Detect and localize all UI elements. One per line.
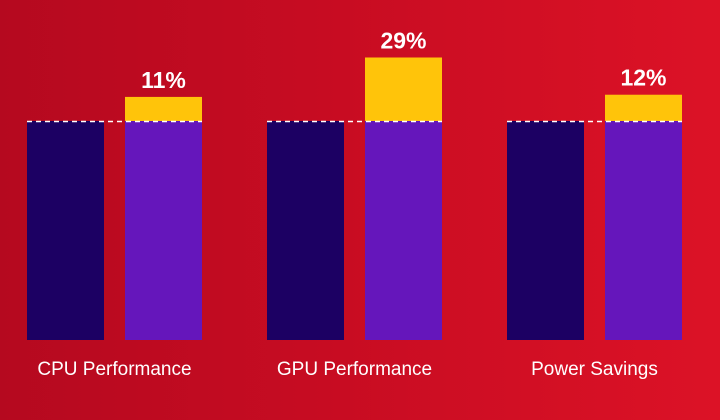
category-label-3: Power Savings bbox=[531, 359, 658, 380]
improved-bar-3 bbox=[605, 121, 682, 340]
labels-layer: 11% CPU Performance 29% GPU Performance 12% P… bbox=[37, 27, 666, 380]
increment-segment-2 bbox=[365, 57, 442, 121]
increase-label-2: 29% bbox=[380, 27, 426, 53]
baseline-bar-1 bbox=[27, 121, 104, 340]
category-label-1: CPU Performance bbox=[37, 359, 191, 380]
increase-label-1: 11% bbox=[141, 67, 186, 93]
increment-segment-1 bbox=[125, 96, 202, 121]
improved-bar-1 bbox=[125, 121, 202, 340]
baseline-bar-2 bbox=[267, 121, 344, 340]
baseline-bar-3 bbox=[507, 121, 584, 340]
improved-bar-2 bbox=[365, 121, 442, 340]
category-label-2: GPU Performance bbox=[277, 359, 432, 380]
bars-layer bbox=[27, 57, 682, 340]
increase-label-3: 12% bbox=[620, 65, 666, 91]
increment-segment-3 bbox=[605, 94, 682, 121]
